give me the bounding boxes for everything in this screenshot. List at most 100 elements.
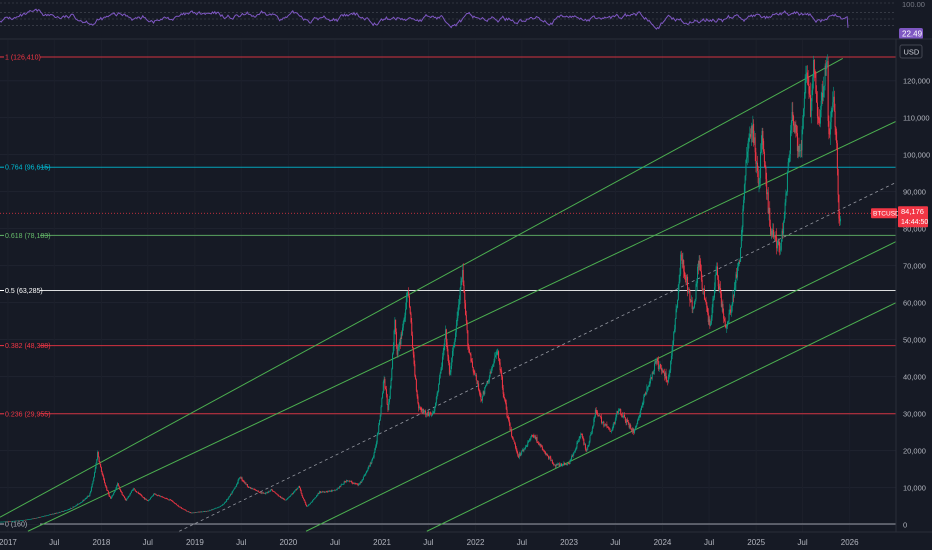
candle-body — [321, 491, 323, 493]
candle-body — [567, 463, 569, 465]
channel-line[interactable] — [27, 120, 897, 532]
channel-line[interactable] — [305, 241, 897, 532]
candle-body — [611, 428, 613, 431]
candle-body — [732, 295, 734, 304]
candle-body — [10, 521, 12, 522]
candle-body — [374, 448, 376, 453]
candle-body — [524, 446, 526, 449]
candle-body — [170, 499, 172, 501]
channel-line[interactable] — [0, 58, 843, 518]
candle-body — [528, 439, 530, 441]
currency-button-label[interactable]: USD — [904, 48, 920, 57]
channel-line[interactable] — [426, 302, 897, 532]
candle-body — [48, 514, 50, 516]
candle-body — [190, 512, 192, 513]
candle-body — [670, 355, 672, 361]
candle-body — [312, 500, 314, 502]
fib-level-label: 0.764 (96,615) — [5, 165, 51, 172]
candle-body — [309, 504, 311, 505]
candle-body — [601, 422, 603, 424]
candle-body — [477, 383, 479, 385]
candle-body — [160, 496, 162, 497]
candle-body — [634, 429, 636, 433]
candle-body — [122, 494, 124, 496]
candle-body — [367, 468, 369, 471]
candle-body — [263, 493, 265, 494]
candle-body — [617, 410, 619, 414]
candle-body — [610, 431, 612, 432]
candle-body — [286, 499, 288, 500]
candle-body — [737, 266, 739, 267]
candle-body — [102, 474, 104, 477]
candle-body — [202, 511, 204, 513]
candle-body — [154, 493, 156, 495]
candle-body — [654, 361, 656, 364]
candle-body — [813, 59, 815, 78]
candle-body — [568, 463, 570, 465]
candle-body — [144, 498, 146, 500]
fib-retracement-levels[interactable]: 1 (126,410) 0.764 (96,615) 0.618 (78,183) 0… — [0, 54, 896, 529]
candle-body — [135, 490, 137, 492]
candle-body — [52, 513, 54, 515]
candle-body — [627, 421, 629, 424]
candle-body — [336, 488, 338, 490]
candle-body — [522, 449, 524, 452]
candle-body — [757, 171, 759, 183]
candle-body — [303, 499, 305, 501]
candle-body — [425, 413, 427, 415]
candle-body — [67, 509, 69, 511]
candle-body — [103, 476, 105, 480]
candle-body — [556, 464, 558, 465]
candle-body — [756, 162, 758, 172]
candle-body — [475, 374, 477, 376]
candle-body — [42, 516, 44, 517]
candle-body — [51, 513, 53, 515]
candle-body — [27, 519, 29, 520]
candle-body — [239, 477, 241, 479]
candle-body — [789, 130, 791, 155]
candle-body — [1, 521, 3, 523]
candle-body — [302, 497, 304, 500]
candle-body — [488, 381, 490, 383]
candle-body — [143, 497, 145, 500]
candle-body — [99, 461, 101, 465]
channel-median-line[interactable] — [179, 182, 897, 532]
candle-body — [331, 490, 333, 492]
candle-body — [25, 519, 27, 521]
candle-body — [721, 304, 723, 307]
candle-body — [709, 319, 711, 326]
candle-body — [451, 357, 453, 367]
candle-body — [352, 483, 354, 484]
candle-body — [166, 498, 168, 500]
candle-body — [487, 381, 489, 383]
candle-body — [826, 61, 828, 70]
price-axis[interactable]: 0 10,000 20,000 30,000 40,000 50,000 60,000 70,… — [895, 39, 930, 532]
candle-body — [355, 483, 357, 485]
candle-body — [783, 214, 785, 222]
currency-button[interactable] — [899, 44, 923, 59]
parallel-channel-lines[interactable] — [0, 58, 897, 532]
candle-body — [0, 521, 2, 523]
candle-body — [7, 521, 9, 522]
candle-body — [538, 442, 540, 444]
candle-body — [362, 479, 364, 481]
symbol-badge-label: BTCUSD — [873, 211, 900, 218]
candle-body — [722, 304, 724, 314]
candle-body — [244, 482, 246, 484]
candle-body — [133, 488, 135, 490]
candle-body — [73, 506, 75, 508]
candle-body — [191, 512, 193, 514]
candle-body — [55, 512, 57, 514]
candle-body — [488, 376, 490, 382]
candle-body — [760, 151, 762, 179]
candle-body — [68, 509, 70, 510]
candle-body — [306, 506, 308, 507]
candle-body — [492, 363, 494, 367]
candle-body — [143, 497, 145, 498]
candle-body — [243, 481, 245, 483]
candle-body — [343, 481, 345, 484]
candle-body — [150, 497, 152, 500]
candle-body — [311, 501, 313, 503]
candle-body — [752, 123, 754, 134]
time-axis[interactable]: 2017 Jul 2018 Jul 2019 Jul 2020 Jul 2021 Jul 2022 J… — [0, 531, 932, 547]
